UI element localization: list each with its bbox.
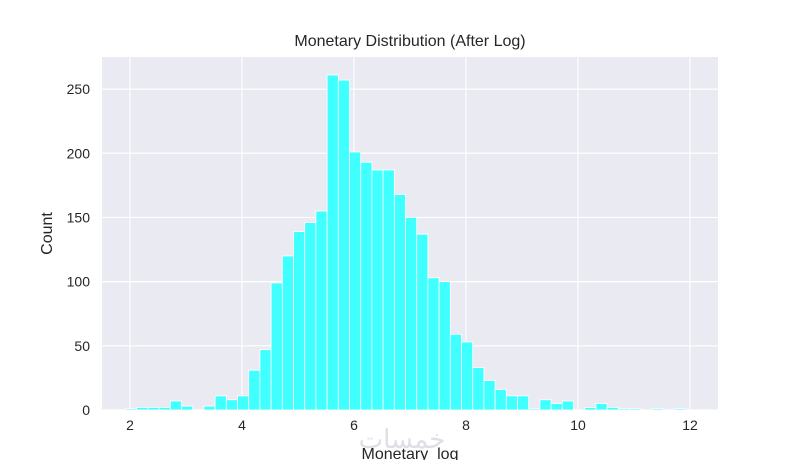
histogram-bar — [125, 408, 138, 411]
x-tick-label: 10 — [570, 417, 586, 433]
histogram-bar — [304, 222, 317, 411]
histogram-bar — [427, 277, 440, 411]
x-axis-title: Monetary_log — [362, 446, 459, 460]
histogram-bar — [449, 333, 462, 411]
histogram-bar — [349, 151, 362, 411]
histogram-bar — [595, 403, 608, 411]
histogram-bar — [315, 210, 328, 411]
histogram-bar — [673, 408, 686, 411]
histogram-bar — [248, 369, 261, 411]
histogram-bar — [259, 349, 272, 411]
histogram-bar — [405, 217, 418, 411]
y-tick-label: 50 — [74, 338, 90, 354]
y-axis-ticks: 0 50 100 150 200 250 — [67, 81, 91, 418]
histogram-bar — [606, 407, 619, 411]
x-tick-label: 4 — [238, 417, 246, 433]
chart-title: Monetary Distribution (After Log) — [294, 33, 525, 50]
y-tick-label: 250 — [67, 81, 91, 97]
histogram-bar — [169, 400, 182, 411]
x-tick-label: 8 — [462, 417, 470, 433]
histogram-bar — [617, 408, 630, 411]
histogram-bar — [270, 282, 283, 411]
histogram-bar — [337, 79, 350, 411]
histogram-bar — [494, 389, 507, 411]
histogram-bar — [517, 395, 530, 411]
histogram-bar — [393, 193, 406, 411]
y-tick-label: 150 — [67, 209, 91, 225]
x-tick-label: 6 — [350, 417, 358, 433]
histogram-bar — [293, 231, 306, 411]
histogram-bar — [416, 233, 429, 411]
histogram-bar — [382, 169, 395, 411]
histogram-bar — [561, 400, 574, 411]
watermark-text: خمسات — [359, 424, 446, 454]
histogram-bars — [125, 74, 686, 411]
histogram-bar — [214, 395, 227, 411]
histogram-bar — [281, 255, 294, 411]
histogram-bar — [472, 367, 485, 411]
histogram-bar — [528, 408, 541, 411]
histogram-bar — [225, 399, 238, 411]
histogram-bar — [181, 405, 194, 411]
histogram-bar — [505, 395, 518, 411]
histogram-bar — [158, 407, 171, 411]
y-tick-label: 200 — [67, 145, 91, 161]
x-tick-label: 2 — [126, 417, 134, 433]
histogram-bar — [371, 169, 384, 411]
histogram-bar — [203, 405, 216, 411]
y-axis-title: Count — [39, 212, 56, 255]
histogram-bar — [136, 407, 149, 411]
histogram-bar — [539, 399, 552, 411]
histogram-bar — [629, 408, 642, 411]
histogram-bar — [237, 395, 250, 411]
y-tick-label: 100 — [67, 274, 91, 290]
histogram-bar — [438, 281, 451, 411]
y-tick-label: 0 — [82, 402, 90, 418]
x-axis-ticks: 2 4 6 8 10 12 — [126, 417, 698, 433]
histogram-bar — [360, 161, 373, 411]
histogram-bar — [651, 408, 664, 411]
histogram-bar — [326, 74, 339, 411]
histogram-bar — [147, 407, 160, 411]
x-tick-label: 12 — [682, 417, 698, 433]
histogram-bar — [483, 380, 496, 411]
histogram-bar — [550, 403, 563, 411]
histogram-bar — [584, 407, 597, 411]
histogram-bar — [461, 341, 474, 411]
